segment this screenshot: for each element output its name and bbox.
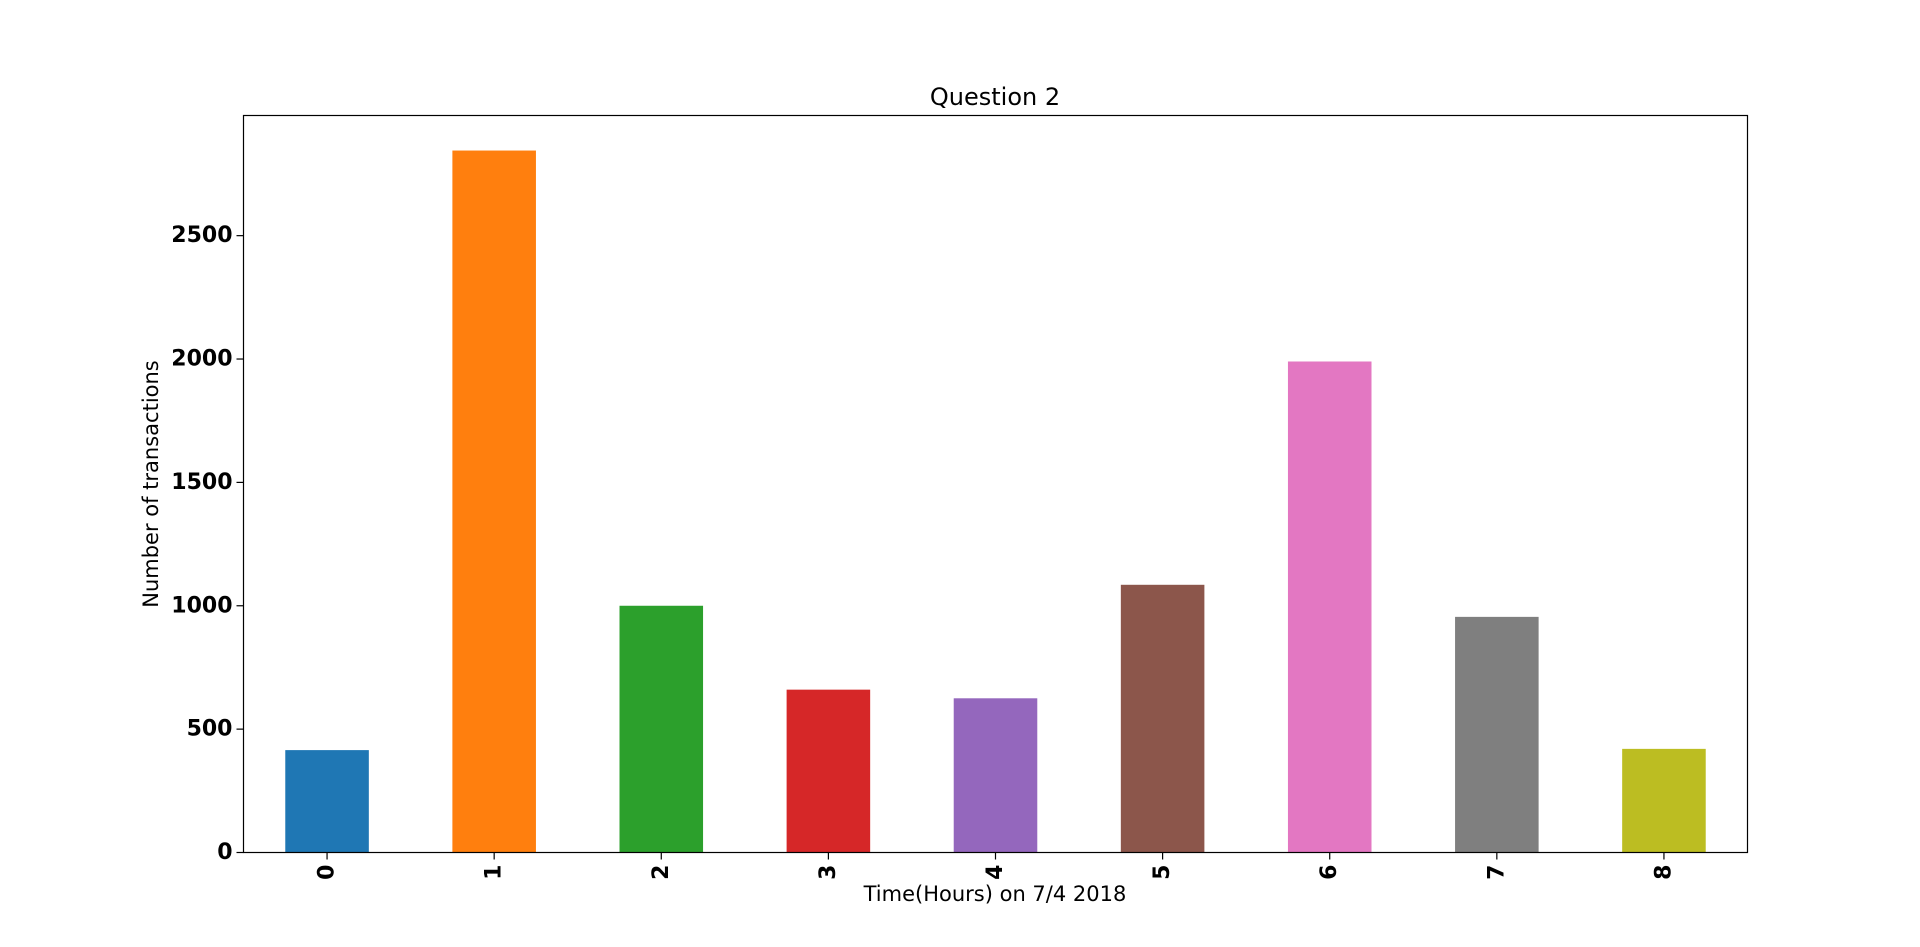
x-tick-label: 4 <box>983 865 1008 880</box>
y-axis: 0 500 1000 1500 2000 2500 <box>171 223 244 865</box>
y-tick-label: 0 <box>217 840 232 865</box>
y-tick-label: 1000 <box>171 593 232 618</box>
x-tick-label: 3 <box>816 865 841 880</box>
bar-8 <box>1622 748 1706 853</box>
bar-6 <box>1287 361 1372 853</box>
y-tick-label: 2500 <box>171 223 232 248</box>
plot-frame <box>242 114 1749 854</box>
bar-1 <box>452 150 536 853</box>
bar-3 <box>786 689 871 853</box>
x-tick-label: 6 <box>1317 865 1342 880</box>
x-axis: 0 1 2 3 4 5 6 7 8 <box>315 852 1676 880</box>
x-tick-label: 0 <box>315 865 340 880</box>
y-tick-label: 2000 <box>171 347 232 372</box>
bars-group <box>285 150 1706 853</box>
x-tick-label: 7 <box>1484 865 1509 880</box>
bar-5 <box>1120 584 1205 853</box>
bar-4 <box>953 698 1038 853</box>
bar-0 <box>285 750 369 853</box>
chart-title: Question 2 <box>930 83 1060 111</box>
x-tick-label: 5 <box>1150 865 1175 880</box>
y-tick-label: 500 <box>187 717 233 742</box>
bar-2 <box>619 605 704 853</box>
x-tick-label: 1 <box>482 865 507 880</box>
y-axis-label: Number of transactions <box>139 360 163 608</box>
x-axis-label: Time(Hours) on 7/4 2018 <box>863 882 1127 906</box>
bar-7 <box>1455 616 1539 853</box>
x-tick-label: 2 <box>649 865 674 880</box>
x-tick-label: 8 <box>1651 865 1676 880</box>
y-tick-label: 1500 <box>171 470 232 495</box>
